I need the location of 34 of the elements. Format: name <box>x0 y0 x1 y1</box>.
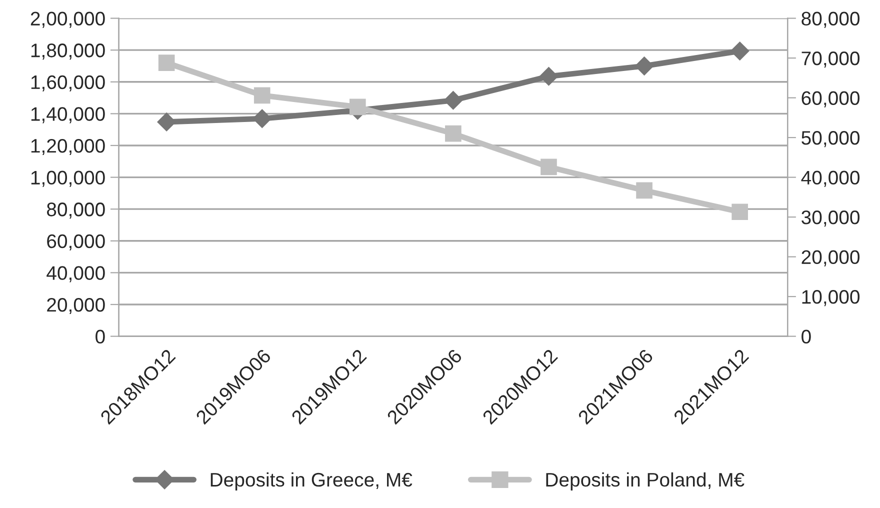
point <box>636 182 652 199</box>
point <box>252 109 272 128</box>
legend-label: Deposits in Poland, M€ <box>546 472 744 490</box>
y-tick-label: 2,00,000 <box>30 12 105 28</box>
point <box>350 98 366 116</box>
point <box>539 66 558 86</box>
point <box>445 125 462 142</box>
y2-tick-label: 50,000 <box>802 131 860 148</box>
point <box>444 90 463 110</box>
y-tick-label: 20,000 <box>47 298 105 314</box>
y2-tick-label: 40,000 <box>801 170 860 187</box>
point <box>540 158 557 176</box>
legend-label: Deposits in Greece, M€ <box>210 472 412 490</box>
point <box>730 42 750 60</box>
y2-tick-label: 30,000 <box>802 210 860 227</box>
y-tick-label: 60,000 <box>47 234 105 250</box>
y2-tick-label: 70,000 <box>802 52 860 68</box>
point <box>254 87 270 104</box>
y-tick-label: 1,20,000 <box>31 138 105 156</box>
y-tick-label: 1,60,000 <box>31 75 105 92</box>
y2-tick-label: 0 <box>802 330 811 344</box>
point <box>634 56 654 76</box>
point <box>732 204 748 220</box>
y2-tick-label: 10,000 <box>802 290 860 306</box>
point <box>158 54 175 71</box>
y-tick-label: 1,40,000 <box>31 107 105 124</box>
y-tick-label: 1,80,000 <box>31 44 105 60</box>
y2-tick-label: 60,000 <box>802 91 860 108</box>
y2-tick-label: 80,000 <box>802 12 860 28</box>
y2-tick-label: 20,000 <box>802 250 860 266</box>
y-tick-label: 40,000 <box>46 266 105 282</box>
y-tick-label: 0 <box>96 330 105 344</box>
y-tick-label: 1,00,000 <box>31 170 105 187</box>
y-tick-label: 80,000 <box>46 202 105 219</box>
